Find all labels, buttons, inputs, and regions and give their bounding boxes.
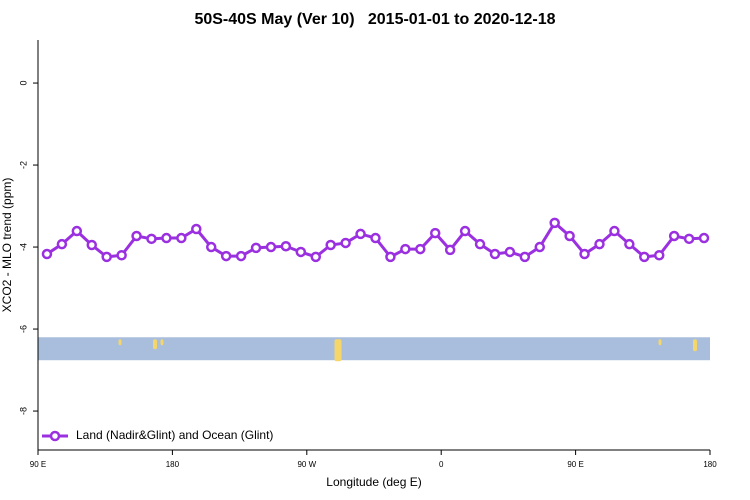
data-point xyxy=(459,225,471,237)
x-tick-label: 90 W xyxy=(297,460,316,469)
x-tick-label: 90 E xyxy=(30,460,46,469)
data-point xyxy=(415,243,426,255)
data-point xyxy=(280,240,292,252)
data-point xyxy=(534,241,546,253)
land-ocean-band xyxy=(38,337,710,361)
data-point xyxy=(86,239,98,251)
y-tick-label: -6 xyxy=(18,325,28,333)
legend-label: Land (Nadir&Glint) and Ocean (Glint) xyxy=(76,428,273,442)
data-point xyxy=(504,246,516,258)
data-point xyxy=(355,228,366,240)
data-point xyxy=(489,248,501,260)
data-point xyxy=(564,230,575,242)
y-axis-label: XCO2 - MLO trend (ppm) xyxy=(0,178,14,313)
data-point xyxy=(191,223,202,235)
x-tick-label: 90 E xyxy=(567,460,583,469)
y-tick-label: -2 xyxy=(18,161,28,169)
data-point xyxy=(131,230,142,242)
data-point xyxy=(176,232,187,244)
data-point xyxy=(579,248,590,260)
data-point xyxy=(474,238,486,250)
data-point xyxy=(220,250,232,262)
data-point xyxy=(325,239,336,251)
y-tick-label: -4 xyxy=(18,243,28,251)
data-point xyxy=(400,243,411,255)
data-point xyxy=(429,227,441,239)
data-point xyxy=(71,225,83,237)
data-point xyxy=(698,232,710,244)
data-point xyxy=(310,251,322,263)
land-patch xyxy=(153,339,157,350)
land-patch xyxy=(693,339,697,352)
land-patch xyxy=(160,339,164,346)
data-point xyxy=(101,251,112,263)
land-patch xyxy=(334,339,342,362)
x-tick-label: 0 xyxy=(439,460,444,469)
data-point xyxy=(205,241,217,253)
data-point xyxy=(624,238,635,250)
x-tick-label: 180 xyxy=(166,460,180,469)
data-point xyxy=(594,238,605,250)
data-point xyxy=(444,244,456,256)
data-point xyxy=(340,237,351,249)
legend-marker xyxy=(49,430,61,442)
data-point xyxy=(668,230,680,242)
data-point xyxy=(146,233,157,245)
y-tick-label: -8 xyxy=(18,407,28,415)
data-point xyxy=(683,233,695,245)
data-point xyxy=(265,241,277,253)
data-point xyxy=(41,248,53,260)
x-tick-label: 180 xyxy=(703,460,717,469)
chart-title: 50S-40S May (Ver 10) 2015-01-01 to 2020-… xyxy=(194,11,555,28)
land-patch xyxy=(118,339,122,346)
data-point xyxy=(549,217,560,229)
data-point xyxy=(653,250,665,261)
data-point xyxy=(56,238,68,250)
data-point xyxy=(250,242,262,254)
y-tick-label: 0 xyxy=(18,81,28,86)
x-axis-label: Longitude (deg E) xyxy=(326,475,421,489)
data-point xyxy=(519,251,531,263)
data-point xyxy=(370,232,381,244)
data-point xyxy=(116,250,127,261)
data-point xyxy=(609,225,620,237)
data-point xyxy=(161,232,172,244)
data-point xyxy=(235,250,247,262)
land-patch xyxy=(658,339,662,346)
data-point xyxy=(639,251,650,263)
data-point xyxy=(385,251,396,263)
data-point xyxy=(295,246,307,258)
